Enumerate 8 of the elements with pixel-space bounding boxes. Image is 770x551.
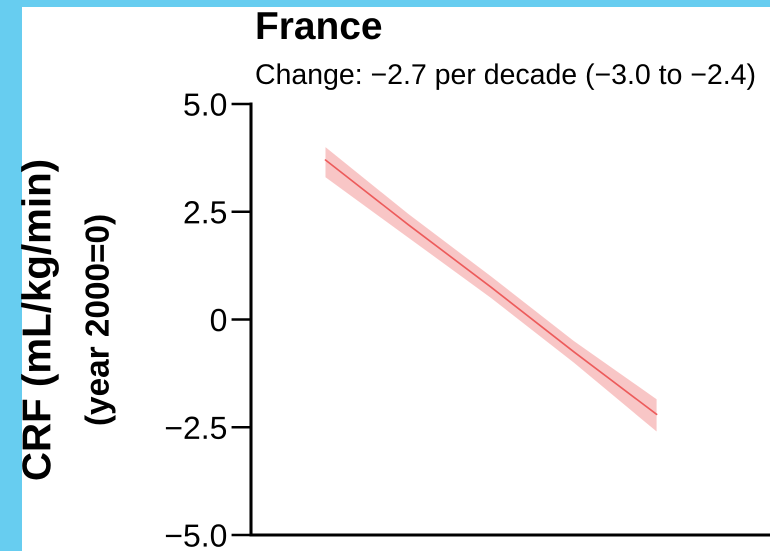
y-tick-label: 0 <box>210 308 226 332</box>
chart-title: France <box>258 12 382 40</box>
y-tick-label: 5.0 <box>184 93 226 116</box>
y-tick-label: −2.5 <box>166 416 226 440</box>
y-tick-label: −5.0 <box>166 524 226 547</box>
chart-subtitle: Change: −2.7 per decade (−3.0 to −2.4) <box>256 63 754 90</box>
y-tick-label: 2.5 <box>184 201 226 224</box>
y-axis-title: CRF (mL/kg/min) (year 2000=0) <box>21 160 116 480</box>
